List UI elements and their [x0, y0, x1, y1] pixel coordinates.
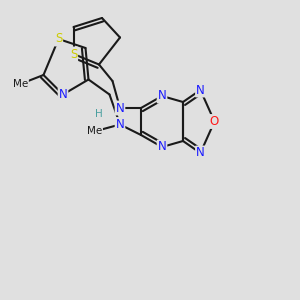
- Text: N: N: [116, 101, 124, 115]
- Text: Me: Me: [13, 79, 28, 89]
- Text: N: N: [158, 140, 166, 154]
- Text: H: H: [95, 109, 103, 119]
- Text: N: N: [58, 88, 68, 101]
- Text: N: N: [196, 146, 205, 160]
- Text: N: N: [196, 83, 205, 97]
- Text: S: S: [55, 32, 62, 46]
- Text: N: N: [116, 118, 124, 131]
- Text: N: N: [158, 89, 166, 103]
- Text: O: O: [210, 115, 219, 128]
- Text: Me: Me: [87, 126, 102, 136]
- Text: S: S: [70, 47, 77, 61]
